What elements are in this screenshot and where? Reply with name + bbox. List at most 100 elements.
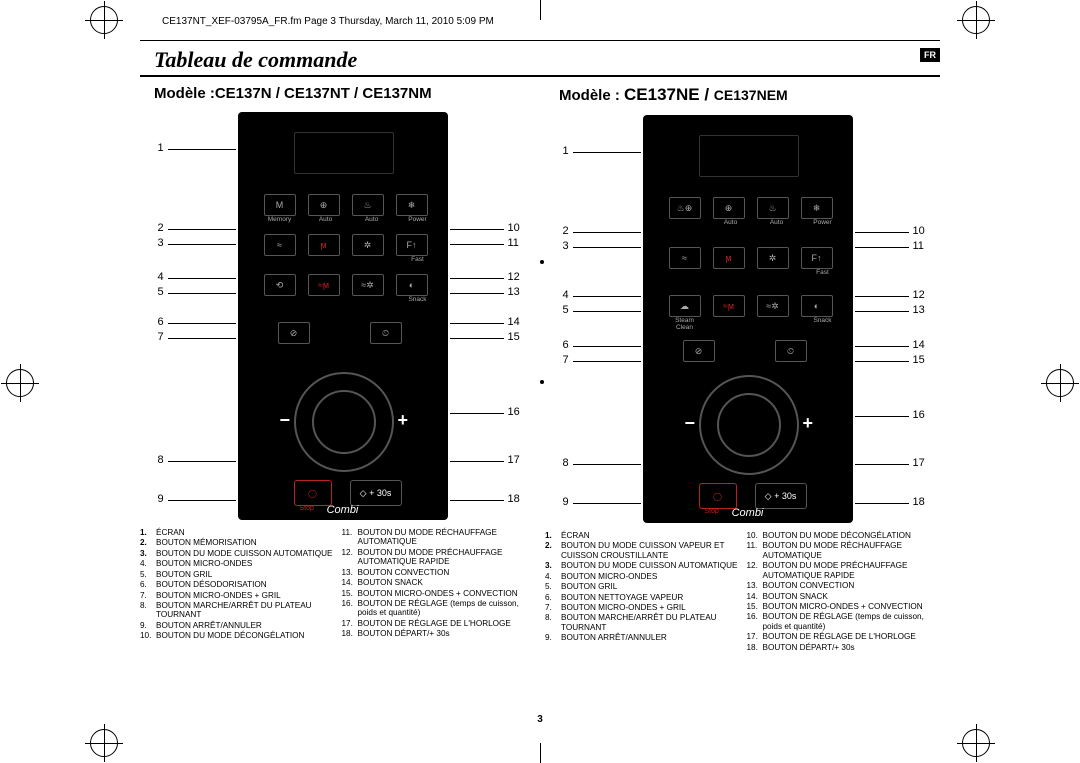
- legend-item: 3.BOUTON DU MODE CUISSON AUTOMATIQUE: [545, 561, 739, 570]
- grill-button[interactable]: ϻ: [308, 234, 340, 256]
- leader-line: [573, 296, 641, 297]
- legend-item: 11.BOUTON DU MODE RÉCHAUFFAGE AUTOMATIQU…: [342, 528, 536, 547]
- callout-number: 8: [563, 457, 569, 469]
- callout-number: 16: [508, 406, 520, 418]
- legend-right: 1.ÉCRAN2.BOUTON DU MODE CUISSON VAPEUR E…: [545, 531, 940, 653]
- callout-number: 7: [563, 354, 569, 366]
- microwave-button[interactable]: ≈: [669, 247, 701, 269]
- leader-line: [450, 338, 504, 339]
- leader-line: [168, 500, 236, 501]
- deodorize-button[interactable]: ⟲: [264, 274, 296, 296]
- clock-button[interactable]: ⏲: [775, 340, 807, 362]
- grill-button[interactable]: ϻ: [713, 247, 745, 269]
- steam-clean-button[interactable]: ☁: [669, 295, 701, 317]
- callout-number: 4: [563, 289, 569, 301]
- row2-labels: Fast: [670, 269, 838, 276]
- legend-item: 18.BOUTON DÉPART/+ 30s: [747, 643, 941, 652]
- auto-reheat-button[interactable]: ♨: [757, 197, 789, 219]
- turntable-button[interactable]: ⊘: [683, 340, 715, 362]
- document-header: CE137NT_XEF-03795A_FR.fm Page 3 Thursday…: [162, 16, 494, 27]
- leader-line: [168, 149, 236, 150]
- leader-line: [450, 323, 504, 324]
- setting-dial[interactable]: [699, 375, 799, 475]
- crop-mark: [540, 743, 541, 763]
- leader-line: [855, 346, 909, 347]
- snack-button[interactable]: ◐: [396, 274, 428, 296]
- legend-item: 11.BOUTON DU MODE RÉCHAUFFAGE AUTOMATIQU…: [747, 541, 941, 560]
- right-column: Modèle : CE137NE / CE137NEM ♨⊕ ⊕ ♨ ❄ Aut…: [545, 77, 940, 653]
- plus-icon: +: [803, 413, 814, 434]
- minus-icon: −: [280, 410, 291, 431]
- legend-item: 8.BOUTON MARCHE/ARRÊT DU PLATEAU TOURNAN…: [545, 613, 739, 632]
- leader-line: [168, 461, 236, 462]
- clock-button[interactable]: ⏲: [370, 322, 402, 344]
- language-badge: FR: [920, 48, 940, 62]
- leader-line: [168, 244, 236, 245]
- row3-labels: Snack: [265, 296, 433, 303]
- leader-line: [855, 296, 909, 297]
- combi-label: Combi: [643, 507, 853, 519]
- mw-convection-button[interactable]: ≈✲: [352, 274, 384, 296]
- stop-cancel-button[interactable]: ◯: [294, 480, 332, 506]
- plus-icon: +: [398, 410, 409, 431]
- leader-line: [855, 361, 909, 362]
- memory-button[interactable]: M: [264, 194, 296, 216]
- convection-button[interactable]: ✲: [352, 234, 384, 256]
- turntable-button[interactable]: ⊘: [278, 322, 310, 344]
- button-row-2: ≈ ϻ ✲ F↑: [669, 247, 833, 269]
- legend-left: 1.ÉCRAN2.BOUTON MÉMORISATION3.BOUTON DU …: [140, 528, 535, 642]
- legend-item: 7.BOUTON MICRO-ONDES + GRIL: [545, 603, 739, 612]
- binding-dot: [540, 260, 544, 264]
- callout-number: 13: [913, 304, 925, 316]
- button-row-3: ☁ ≈ϻ ≈✲ ◐: [669, 295, 833, 317]
- stop-cancel-button[interactable]: ◯: [699, 483, 737, 509]
- callout-number: 4: [158, 271, 164, 283]
- callout-number: 15: [913, 354, 925, 366]
- button-row-2: ≈ ϻ ✲ F↑: [264, 234, 428, 256]
- snack-button[interactable]: ◐: [801, 295, 833, 317]
- start-30s-button[interactable]: ◇ + 30s: [350, 480, 402, 506]
- row3-labels: Steam CleanSnack: [670, 317, 838, 331]
- leader-line: [450, 461, 504, 462]
- leader-line: [855, 416, 909, 417]
- legend-item: 10.BOUTON DU MODE DÉCONGÉLATION: [140, 631, 334, 640]
- legend-item: 12.BOUTON DU MODE PRÉCHAUFFAGE AUTOMATIQ…: [747, 561, 941, 580]
- mw-grill-button[interactable]: ≈ϻ: [713, 295, 745, 317]
- setting-dial[interactable]: [294, 372, 394, 472]
- legend-item: 9.BOUTON ARRÊT/ANNULER: [545, 633, 739, 642]
- leader-line: [450, 244, 504, 245]
- fast-preheat-button[interactable]: F↑: [801, 247, 833, 269]
- power-defrost-button[interactable]: ❄: [396, 194, 428, 216]
- leader-line: [450, 413, 504, 414]
- callout-number: 8: [158, 454, 164, 466]
- page-number: 3: [537, 714, 543, 725]
- auto-cook-button[interactable]: ⊕: [308, 194, 340, 216]
- page-content: Tableau de commande FR Modèle :CE137N / …: [140, 40, 940, 723]
- fast-preheat-button[interactable]: F↑: [396, 234, 428, 256]
- callout-number: 17: [913, 457, 925, 469]
- steam-crust-button[interactable]: ♨⊕: [669, 197, 701, 219]
- row1-labels: MemoryAutoAutoPower: [265, 216, 433, 223]
- legend-item: 6.BOUTON NETTOYAGE VAPEUR: [545, 593, 739, 602]
- mw-convection-button[interactable]: ≈✲: [757, 295, 789, 317]
- left-column: Modèle :CE137N / CE137NT / CE137NM M ⊕ ♨…: [140, 77, 535, 653]
- convection-button[interactable]: ✲: [757, 247, 789, 269]
- legend-item: 3.BOUTON DU MODE CUISSON AUTOMATIQUE: [140, 549, 334, 558]
- legend-item: 14.BOUTON SNACK: [342, 578, 536, 587]
- callout-number: 12: [508, 271, 520, 283]
- start-30s-button[interactable]: ◇ + 30s: [755, 483, 807, 509]
- callout-number: 11: [913, 240, 924, 252]
- legend-item: 12.BOUTON DU MODE PRÉCHAUFFAGE AUTOMATIQ…: [342, 548, 536, 567]
- microwave-button[interactable]: ≈: [264, 234, 296, 256]
- callout-number: 3: [158, 237, 164, 249]
- legend-item: 9.BOUTON ARRÊT/ANNULER: [140, 621, 334, 630]
- auto-cook-button[interactable]: ⊕: [713, 197, 745, 219]
- leader-line: [168, 229, 236, 230]
- control-panel: M ⊕ ♨ ❄ MemoryAutoAutoPower ≈ ϻ ✲ F↑ Fas…: [238, 112, 448, 520]
- model-prefix: Modèle :: [559, 87, 624, 104]
- power-defrost-button[interactable]: ❄: [801, 197, 833, 219]
- button-row-1: M ⊕ ♨ ❄: [264, 194, 428, 216]
- callout-number: 11: [508, 237, 519, 249]
- auto-reheat-button[interactable]: ♨: [352, 194, 384, 216]
- mw-grill-button[interactable]: ≈ϻ: [308, 274, 340, 296]
